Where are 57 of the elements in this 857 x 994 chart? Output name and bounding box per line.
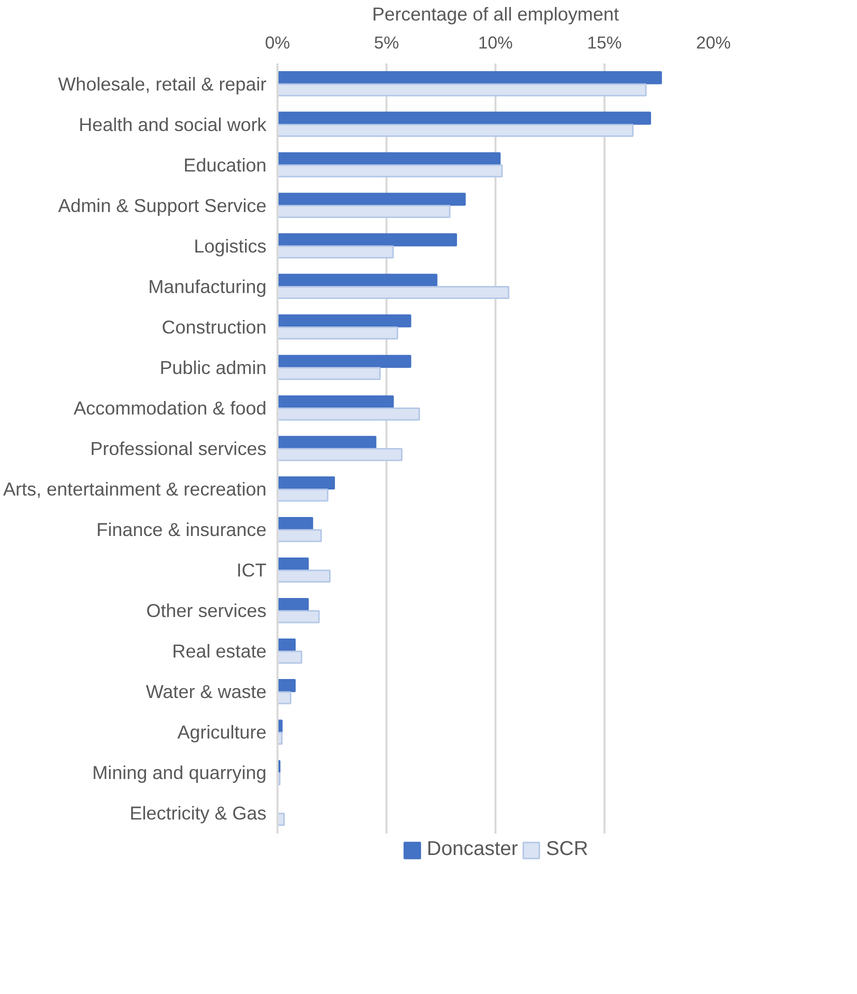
y-tick-label: Logistics [194,235,267,256]
y-tick-label: Public admin [160,356,267,378]
bar [278,164,503,178]
y-tick-label: Water & waste [146,681,267,702]
y-tick-label: Mining and quarrying [92,762,267,784]
bar [278,557,309,571]
x-tick-label: 10% [478,32,513,52]
y-tick-label: Professional services [90,438,267,459]
x-tick-label: 5% [374,32,400,52]
bar [278,395,394,408]
bar [278,314,412,328]
bar [278,367,381,380]
bar [278,488,328,502]
y-tick-label: Construction [162,316,267,338]
bar [278,354,412,368]
y-tick-label: Electricity & Gas [130,802,266,824]
y-tick-label: Health and social work [78,114,268,135]
bar [278,436,376,449]
y-tick-label: Other services [146,600,266,622]
bar [278,124,634,137]
x-axis-title: Percentage of all employment [372,4,620,24]
bar [278,448,403,462]
bar [278,326,398,340]
bar [278,570,331,583]
bar [278,650,302,664]
y-tick-label: Finance & insurance [96,519,267,540]
bar [278,71,662,84]
y-tick-label: Accommodation & food [74,397,267,418]
y-tick-label: ICT [236,560,267,581]
bar [278,83,647,96]
bar [278,408,420,421]
bar [278,476,335,490]
x-tick-label: 0% [264,32,290,52]
bar [278,691,292,704]
bar [278,812,285,826]
bar [278,529,322,542]
bar [278,598,309,612]
y-tick-label: Arts, entertainment & recreation [3,478,267,500]
bar [278,112,652,125]
legend-label: Doncaster [426,838,518,861]
bar [278,233,458,246]
y-tick-label: Manufacturing [148,276,267,297]
bar [278,152,501,166]
bar [278,274,438,287]
y-tick-label: Real estate [172,640,266,662]
y-tick-label: Agriculture [177,722,267,743]
x-tick-label: 15% [587,32,622,52]
bar [278,204,450,218]
bar [278,286,510,299]
bar [278,245,394,258]
legend-label: SCR [546,838,588,861]
bar [278,610,320,624]
bar [278,192,466,206]
y-tick-label: Admin & Support Service [58,194,267,216]
y-tick-label: Education [184,154,267,176]
y-tick-label: Wholesale, retail & repair [58,73,267,94]
x-tick-label: 20% [696,32,731,52]
